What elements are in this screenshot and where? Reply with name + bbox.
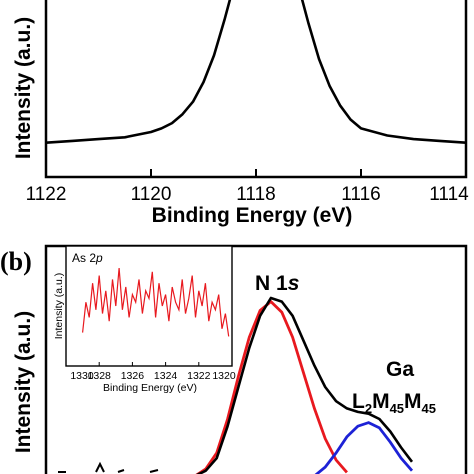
inset-series-line bbox=[82, 267, 230, 337]
inset-x-tick-label: 1328 bbox=[88, 370, 112, 382]
panel-a-x-tick-label: 1122 bbox=[26, 184, 67, 205]
inset-x-tick-label: 1326 bbox=[121, 370, 145, 382]
annotation-ga: Ga bbox=[386, 358, 414, 381]
panel-b-low-energy-trace bbox=[58, 461, 159, 473]
inset-x-tick-label: 1322 bbox=[187, 370, 211, 382]
panel-a: 1122 1120 1118 1116 1114 Intensity (a.u.) Bi… bbox=[12, 0, 469, 227]
panel-a-x-axis-label: Binding Energy (eV) bbox=[152, 204, 353, 227]
panel-a-x-tick-label: 1114 bbox=[429, 184, 469, 205]
inset-y-axis-label: Intensity (a.u.) bbox=[53, 273, 65, 340]
panel-b-y-axis-label: Intensity (a.u.) bbox=[12, 311, 35, 453]
panel-b-label: (b) bbox=[0, 247, 32, 276]
panel-a-y-axis-label: Intensity (a.u.) bbox=[12, 17, 35, 159]
panel-b-fit-n1s-line bbox=[195, 299, 348, 474]
panel-b: (b) Intensity (a.u.) N 1s Ga L2M45M45 As… bbox=[0, 244, 468, 474]
panel-a-x-tick-label: 1116 bbox=[341, 184, 380, 205]
annotation-n1s: N 1s bbox=[255, 272, 299, 295]
inset-frame bbox=[65, 245, 233, 367]
inset-x-tick-label: 1330 bbox=[70, 370, 94, 382]
panel-b-measured-line bbox=[196, 296, 414, 474]
inset-x-tick-label: 1324 bbox=[154, 370, 178, 382]
panel-a-series-line bbox=[45, 0, 467, 144]
inset-title: As 2p bbox=[72, 251, 103, 265]
annotation-ga-lmm: L2M45M45 bbox=[352, 390, 436, 416]
panel-b-frame bbox=[44, 244, 468, 474]
panel-b-fit-ga-line bbox=[314, 421, 414, 474]
panel-a-x-ticks: 1122 1120 1118 1116 1114 bbox=[26, 169, 469, 205]
panel-a-x-tick-label: 1120 bbox=[131, 184, 172, 205]
panel-a-frame bbox=[44, 0, 468, 179]
panel-a-x-tick-label: 1118 bbox=[236, 184, 275, 205]
inset-x-axis-label: Binding Energy (eV) bbox=[103, 382, 197, 394]
inset-x-tick-label: 1320 bbox=[212, 370, 236, 382]
